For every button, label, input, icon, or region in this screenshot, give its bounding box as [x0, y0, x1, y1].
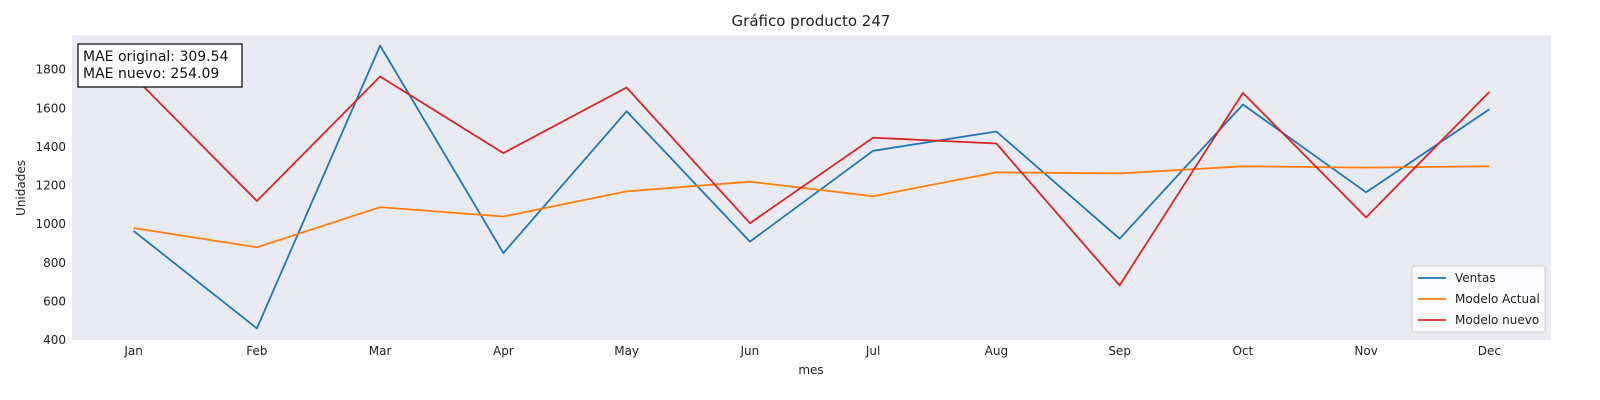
legend-label: Ventas — [1455, 271, 1496, 285]
legend-label: Modelo nuevo — [1455, 313, 1539, 327]
legend: Ventas Modelo Actual Modelo nuevo — [1411, 265, 1546, 333]
plot-area — [72, 35, 1551, 340]
y-tick-label: 1600 — [35, 101, 66, 115]
x-tick-label: Jul — [865, 344, 880, 358]
y-axis-label: Unidades — [14, 160, 28, 216]
x-tick-label: Sep — [1108, 344, 1131, 358]
x-tick-label: Aug — [985, 344, 1008, 358]
legend-label: Modelo Actual — [1455, 292, 1540, 306]
series-line-1 — [133, 44, 1490, 330]
mae-original-text: MAE original: 309.54 — [83, 49, 229, 65]
mae-annotation-box — [77, 43, 243, 88]
y-tick-label: 600 — [43, 294, 66, 308]
mae-annotation: MAE original: 309.54 MAE nuevo: 254.09 — [77, 43, 243, 88]
x-tick-label: Jan — [123, 344, 143, 358]
series-line-3 — [132, 75, 1491, 287]
y-tick-label: 1800 — [35, 63, 66, 77]
x-tick-label: Apr — [493, 344, 514, 358]
x-tick-label: Dec — [1478, 344, 1501, 358]
x-tick-label: Feb — [246, 344, 267, 358]
x-axis: Jan Feb Mar Apr May Jun Jul Aug Sep Oct Nov Dec — [123, 344, 1501, 358]
x-tick-label: Jun — [740, 344, 760, 358]
x-tick-label: Nov — [1354, 344, 1377, 358]
y-tick-label: 1200 — [35, 179, 66, 193]
series-lines — [132, 44, 1491, 330]
series-line-2 — [133, 165, 1490, 249]
x-tick-label: May — [614, 344, 639, 358]
x-tick-label: Mar — [369, 344, 392, 358]
mae-new-text: MAE nuevo: 254.09 — [83, 66, 219, 82]
legend-box — [1411, 265, 1546, 333]
x-tick-label: Oct — [1233, 344, 1254, 358]
y-axis: 400 600 800 1000 1200 1400 1600 1800 — [35, 63, 66, 347]
x-axis-label: mes — [798, 363, 823, 377]
y-tick-label: 1400 — [35, 140, 66, 154]
y-tick-label: 800 — [43, 256, 66, 270]
chart-title: Gráfico producto 247 — [732, 12, 891, 30]
y-tick-label: 1000 — [35, 217, 66, 231]
y-tick-label: 400 — [43, 333, 66, 347]
